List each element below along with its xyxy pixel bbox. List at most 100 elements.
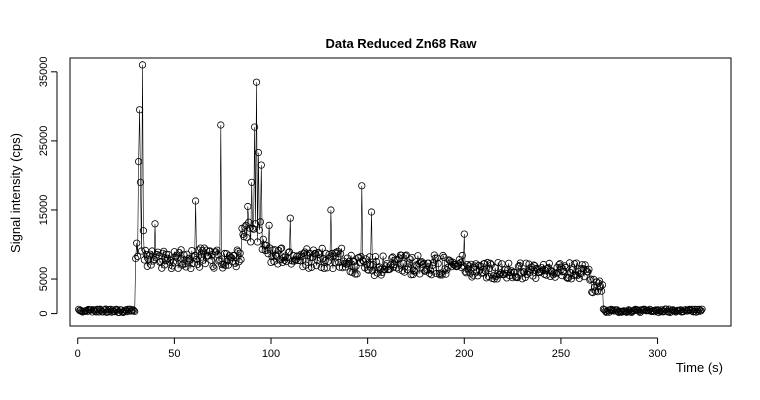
x-axis: 0 50 100 150 200 250 300	[75, 337, 667, 360]
data-point	[259, 235, 267, 243]
y-tick-label: 35000	[38, 57, 50, 88]
data-point	[386, 265, 394, 273]
data-point	[439, 251, 447, 260]
data-point	[129, 306, 137, 314]
data-point	[609, 306, 617, 314]
data-point	[143, 262, 151, 270]
data-point	[399, 259, 407, 267]
data-point	[131, 307, 139, 316]
data-point	[577, 264, 585, 273]
data-point	[457, 263, 465, 272]
data-point	[625, 306, 634, 315]
data-point	[234, 248, 242, 256]
data-point	[556, 260, 564, 268]
data-point	[278, 258, 287, 267]
series-zn68	[75, 61, 706, 317]
data-point	[513, 273, 522, 282]
data-point	[240, 233, 248, 241]
data-point	[200, 244, 208, 252]
data-point	[367, 208, 376, 216]
data-point	[271, 246, 279, 254]
data-point	[201, 259, 209, 268]
data-point	[614, 308, 622, 316]
data-point	[235, 258, 243, 266]
data-point	[136, 106, 144, 114]
data-point	[180, 251, 188, 259]
data-point	[332, 248, 340, 257]
data-point	[436, 271, 444, 279]
data-point	[183, 250, 191, 258]
data-point	[246, 224, 254, 232]
data-point	[371, 253, 379, 261]
data-point	[350, 258, 358, 266]
data-point	[277, 244, 286, 252]
data-point	[125, 307, 133, 315]
data-point	[425, 269, 434, 277]
data-point	[352, 262, 360, 270]
data-point	[420, 259, 428, 267]
data-point	[366, 260, 375, 269]
data-point	[578, 261, 586, 269]
data-point	[406, 255, 414, 263]
y-tick-label: 5000	[38, 267, 50, 291]
data-point	[486, 259, 494, 267]
x-tick-label: 200	[455, 348, 473, 360]
data-point	[195, 263, 204, 271]
data-point	[126, 305, 134, 313]
data-point	[638, 307, 646, 315]
data-point	[326, 253, 334, 261]
data-point	[221, 249, 229, 258]
data-point	[147, 261, 155, 269]
data-point	[397, 251, 406, 259]
data-point	[480, 259, 489, 268]
data-point	[320, 264, 328, 272]
data-point	[345, 258, 353, 266]
data-point	[444, 263, 452, 271]
data-point	[343, 254, 351, 262]
data-point	[617, 307, 625, 315]
data-point	[593, 278, 601, 286]
data-point	[154, 248, 162, 256]
data-point	[560, 267, 568, 275]
data-point	[192, 197, 200, 205]
data-point	[394, 265, 403, 273]
data-point	[442, 270, 450, 278]
data-point	[277, 245, 285, 253]
data-point	[318, 244, 326, 252]
data-point	[231, 259, 239, 267]
data-point	[372, 257, 380, 266]
data-point	[312, 261, 320, 270]
data-point	[587, 275, 595, 283]
data-point	[209, 262, 217, 270]
data-point	[324, 257, 332, 265]
data-point	[482, 274, 491, 282]
data-point	[213, 246, 221, 254]
data-point	[484, 272, 492, 281]
data-point	[218, 260, 226, 268]
data-point	[585, 265, 593, 273]
data-point	[216, 256, 224, 264]
data-point	[331, 258, 339, 266]
data-point	[137, 247, 146, 255]
data-point	[285, 248, 293, 256]
data-point	[252, 78, 261, 86]
x-tick-label: 100	[262, 348, 280, 360]
data-point	[315, 250, 323, 258]
data-point	[438, 271, 446, 279]
data-point	[555, 261, 563, 269]
data-point	[501, 266, 509, 274]
data-point	[575, 274, 583, 282]
data-point	[132, 254, 140, 263]
data-point	[563, 273, 571, 282]
data-point	[274, 260, 282, 268]
data-point	[404, 263, 412, 271]
data-point	[317, 263, 325, 271]
series-line	[78, 64, 703, 314]
data-point	[78, 307, 86, 315]
data-point	[667, 308, 675, 316]
data-point	[134, 252, 142, 260]
data-point	[133, 239, 141, 247]
x-axis-label: Time (s)	[676, 360, 723, 375]
y-tick-label: 0	[38, 311, 50, 317]
